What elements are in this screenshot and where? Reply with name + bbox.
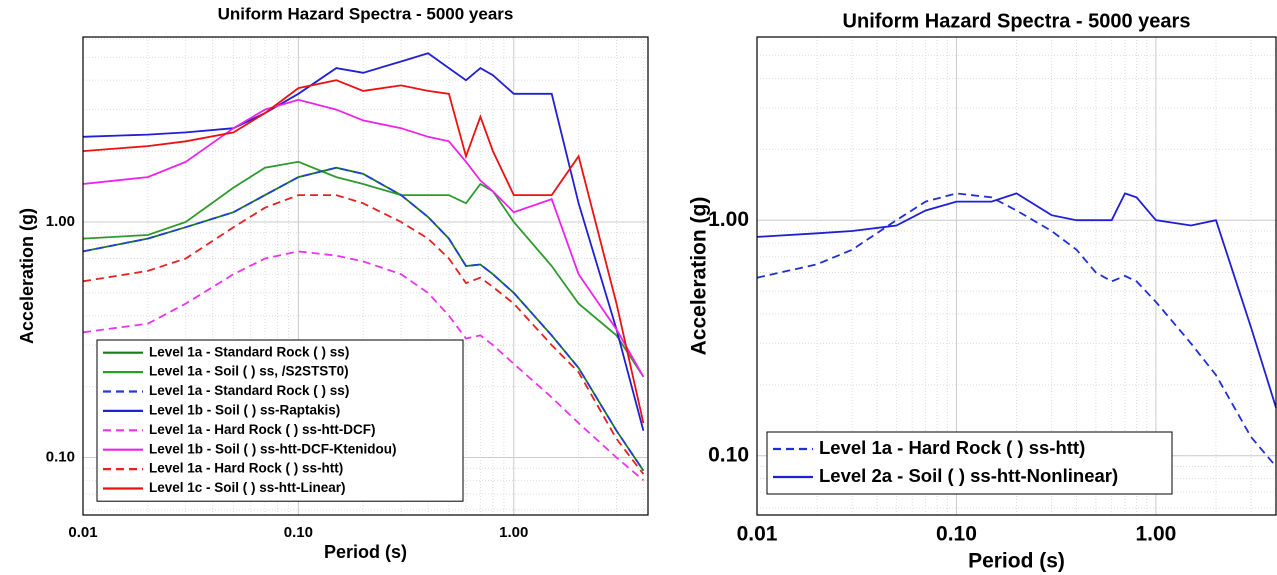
- x-tick-label: 0.01: [737, 523, 778, 546]
- legend-box: [96, 339, 464, 502]
- series-line: [82, 250, 644, 481]
- y-tick-label: 0.10: [708, 443, 749, 466]
- x-tick-label: 1.00: [499, 524, 528, 541]
- series-line: [82, 160, 645, 378]
- legend-label: Level 1a - Hard Rock ( ) ss-htt): [149, 461, 343, 476]
- legend: Level 1a - Standard Rock ( ) ss) Level 1a…: [96, 339, 464, 502]
- x-axis-label: Period (s): [324, 542, 407, 562]
- x-tick-label: 1.00: [1135, 523, 1176, 546]
- plot-frame: [756, 36, 1277, 516]
- plot: 0.01 0.10 1.00 0.10 1.00 Uniform Hazard Spect…: [688, 10, 1277, 573]
- legend-label: Level 1b - Soil ( ) ss-Raptakis): [149, 402, 340, 417]
- legend-label: Level 1a - Soil ( ) ss, /S2STST0): [149, 364, 349, 379]
- x-tick-label: 0.01: [68, 524, 97, 541]
- series-line: [82, 166, 645, 472]
- legend-label: Level 1a - Standard Rock ( ) ss): [149, 383, 349, 398]
- legend: Level 1a - Hard Rock ( ) ss-htt) Level 2a…: [766, 431, 1173, 495]
- y-tick-label: 1.00: [708, 208, 749, 231]
- legend-label: Level 1a - Standard Rock ( ) ss): [149, 344, 349, 359]
- plot: 0.01 0.10 1.00 0.10 1.00 Uniform Hazard Spect…: [17, 4, 649, 562]
- legend-box: [766, 431, 1173, 495]
- legend-label: Level 1a - Hard Rock ( ) ss-htt-DCF): [149, 422, 376, 437]
- x-axis-label: Period (s): [968, 550, 1065, 573]
- legend-label: Level 2a - Soil ( ) ss-htt-Nonlinear): [819, 465, 1118, 486]
- y-axis-label: Acceleration (g): [688, 197, 711, 356]
- series-line: [756, 192, 1277, 468]
- plot-frame: [82, 36, 649, 516]
- chart-title: Uniform Hazard Spectra - 5000 years: [843, 10, 1191, 32]
- y-tick-label: 1.00: [46, 213, 75, 230]
- x-tick-label: 0.10: [936, 523, 977, 546]
- series-line: [756, 192, 1277, 408]
- x-tick-label: 0.10: [284, 524, 313, 541]
- series-line: [82, 79, 645, 424]
- series-line: [82, 194, 645, 475]
- legend-label: Level 1b - Soil ( ) ss-htt-DCF-Ktenidou): [149, 441, 397, 456]
- legend-label: Level 1a - Hard Rock ( ) ss-htt): [819, 437, 1085, 458]
- y-tick-label: 0.10: [46, 448, 75, 465]
- chart-title: Uniform Hazard Spectra - 5000 years: [218, 4, 514, 23]
- y-axis-label: Acceleration (g): [17, 208, 37, 344]
- legend-label: Level 1c - Soil ( ) ss-htt-Linear): [149, 480, 346, 495]
- series-line: [82, 98, 645, 378]
